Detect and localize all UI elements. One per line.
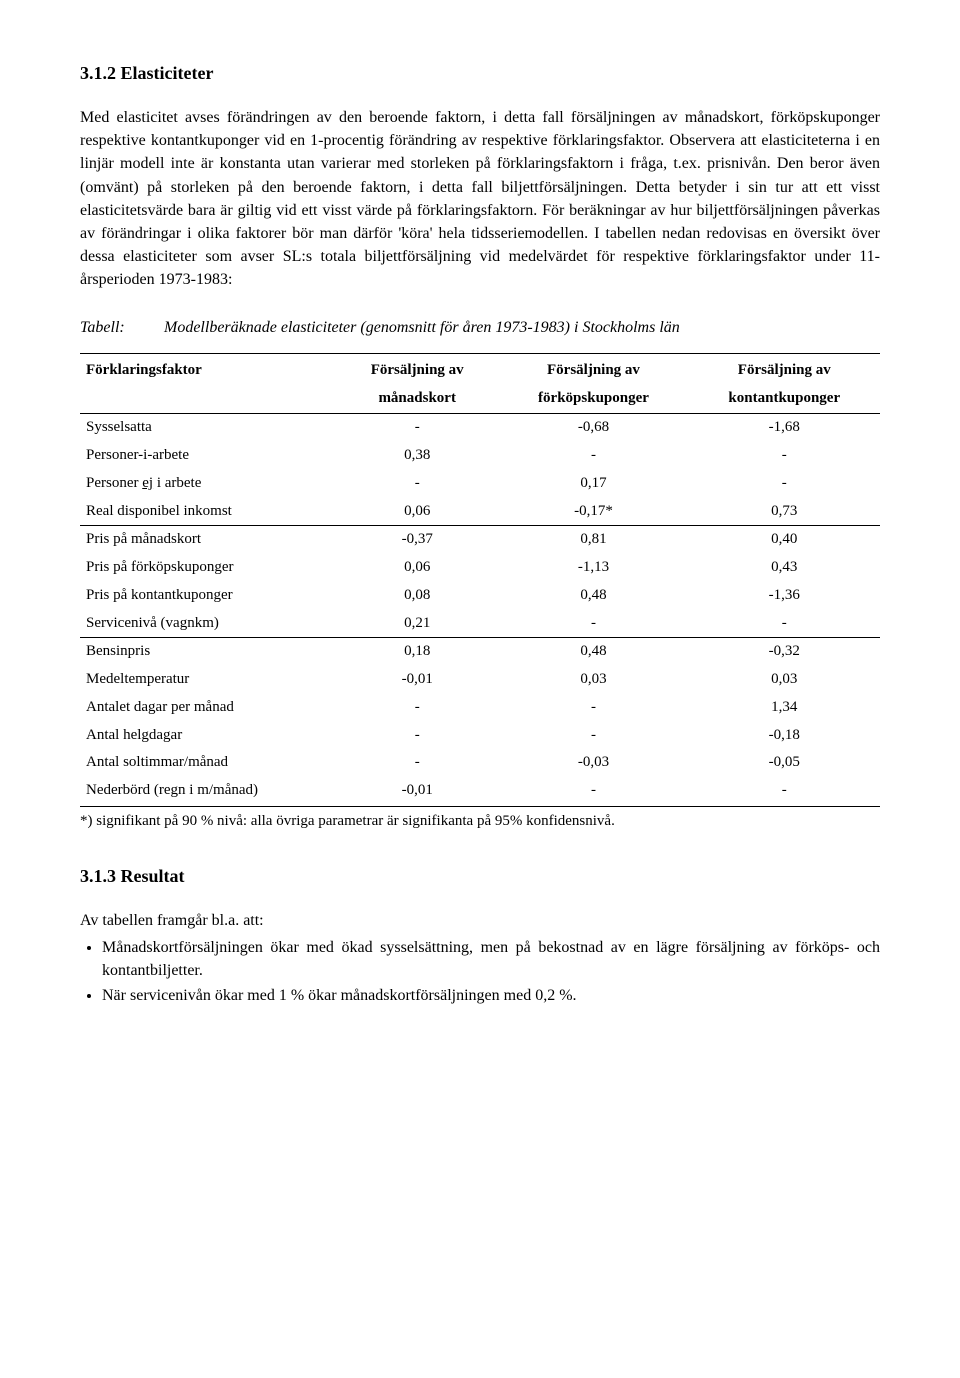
table-caption-lead: Tabell: — [80, 316, 160, 339]
cell: 0,38 — [336, 442, 498, 470]
cell: -1,68 — [689, 414, 880, 442]
row-label: Pris på förköpskuponger — [80, 554, 336, 582]
cell: 0,48 — [498, 582, 688, 610]
cell: - — [498, 722, 688, 750]
table-row: Servicenivå (vagnkm)0,21-- — [80, 610, 880, 638]
cell: -0,01 — [336, 666, 498, 694]
row-label: Personer-i-arbete — [80, 442, 336, 470]
cell: -0,03 — [498, 749, 688, 777]
cell: -1,13 — [498, 554, 688, 582]
table-row: Sysselsatta--0,68-1,68 — [80, 414, 880, 442]
cell: 0,73 — [689, 498, 880, 526]
row-label: Medeltemperatur — [80, 666, 336, 694]
row-label: Real disponibel inkomst — [80, 498, 336, 526]
row-label: Servicenivå (vagnkm) — [80, 610, 336, 638]
section-paragraph: Med elasticitet avses förändringen av de… — [80, 106, 880, 292]
table-row: Antalet dagar per månad--1,34 — [80, 694, 880, 722]
cell: -1,36 — [689, 582, 880, 610]
cell: - — [689, 470, 880, 498]
col-header-prepaid-1: Försäljning av — [498, 353, 688, 384]
cell: -0,32 — [689, 638, 880, 666]
resultat-intro: Av tabellen framgår bl.a. att: — [80, 909, 880, 932]
cell: -0,18 — [689, 722, 880, 750]
col-header-cash-2: kontantkuponger — [689, 385, 880, 414]
cell: -0,68 — [498, 414, 688, 442]
table-row: Personer ej i arbete-0,17- — [80, 470, 880, 498]
cell: 0,03 — [498, 666, 688, 694]
table-row: Bensinpris0,180,48-0,32 — [80, 638, 880, 666]
section-heading-resultat: 3.1.3 Resultat — [80, 863, 880, 889]
cell: 0,08 — [336, 582, 498, 610]
cell: - — [498, 610, 688, 638]
cell: 0,40 — [689, 526, 880, 554]
table-row: Pris på kontantkuponger0,080,48-1,36 — [80, 582, 880, 610]
table-row: Medeltemperatur-0,010,030,03 — [80, 666, 880, 694]
section-heading-elasticiteter: 3.1.2 Elasticiteter — [80, 60, 880, 86]
cell: 0,48 — [498, 638, 688, 666]
table-caption: Tabell: Modellberäknade elasticiteter (g… — [80, 316, 880, 339]
table-row: Pris på månadskort-0,370,810,40 — [80, 526, 880, 554]
col-header-month-2: månadskort — [336, 385, 498, 414]
cell: 0,06 — [336, 498, 498, 526]
cell: 0,06 — [336, 554, 498, 582]
cell: - — [498, 694, 688, 722]
cell: -0,17* — [498, 498, 688, 526]
cell: -0,01 — [336, 777, 498, 806]
row-label: Antalet dagar per månad — [80, 694, 336, 722]
cell: - — [336, 414, 498, 442]
row-label: Sysselsatta — [80, 414, 336, 442]
col-header-cash-1: Försäljning av — [689, 353, 880, 384]
cell: - — [336, 749, 498, 777]
cell: - — [336, 470, 498, 498]
cell: - — [336, 722, 498, 750]
table-caption-text: Modellberäknade elasticiteter (genomsnit… — [164, 319, 680, 336]
cell: - — [689, 777, 880, 806]
col-header-prepaid-2: förköpskuponger — [498, 385, 688, 414]
table-row: Pris på förköpskuponger0,06-1,130,43 — [80, 554, 880, 582]
row-label: Personer ej i arbete — [80, 470, 336, 498]
cell: 0,17 — [498, 470, 688, 498]
table-row: Nederbörd (regn i m/månad)-0,01-- — [80, 777, 880, 806]
cell: -0,37 — [336, 526, 498, 554]
cell: - — [689, 610, 880, 638]
col-header-month-1: Försäljning av — [336, 353, 498, 384]
cell: - — [498, 442, 688, 470]
cell: 0,18 — [336, 638, 498, 666]
row-label: Pris på kontantkuponger — [80, 582, 336, 610]
cell: 0,43 — [689, 554, 880, 582]
cell: 0,21 — [336, 610, 498, 638]
row-label: Pris på månadskort — [80, 526, 336, 554]
cell: -0,05 — [689, 749, 880, 777]
table-row: Antal soltimmar/månad--0,03-0,05 — [80, 749, 880, 777]
table-row: Personer-i-arbete0,38-- — [80, 442, 880, 470]
table-row: Antal helgdagar---0,18 — [80, 722, 880, 750]
cell: 0,81 — [498, 526, 688, 554]
elasticities-table: Förklaringsfaktor Försäljning av Försälj… — [80, 353, 880, 807]
bullet-item: Månadskortförsäljningen ökar med ökad sy… — [102, 936, 880, 982]
bullet-item: När servicenivån ökar med 1 % ökar månad… — [102, 984, 880, 1007]
cell: - — [689, 442, 880, 470]
row-label: Bensinpris — [80, 638, 336, 666]
cell: - — [336, 694, 498, 722]
cell: 0,03 — [689, 666, 880, 694]
cell: 1,34 — [689, 694, 880, 722]
row-label: Antal soltimmar/månad — [80, 749, 336, 777]
table-row: Real disponibel inkomst0,06-0,17*0,73 — [80, 498, 880, 526]
cell: - — [498, 777, 688, 806]
resultat-bullets: Månadskortförsäljningen ökar med ökad sy… — [80, 936, 880, 1008]
row-label: Antal helgdagar — [80, 722, 336, 750]
row-label: Nederbörd (regn i m/månad) — [80, 777, 336, 806]
col-header-factor: Förklaringsfaktor — [80, 353, 336, 384]
table-footnote: *) signifikant på 90 % nivå: alla övriga… — [80, 811, 880, 833]
